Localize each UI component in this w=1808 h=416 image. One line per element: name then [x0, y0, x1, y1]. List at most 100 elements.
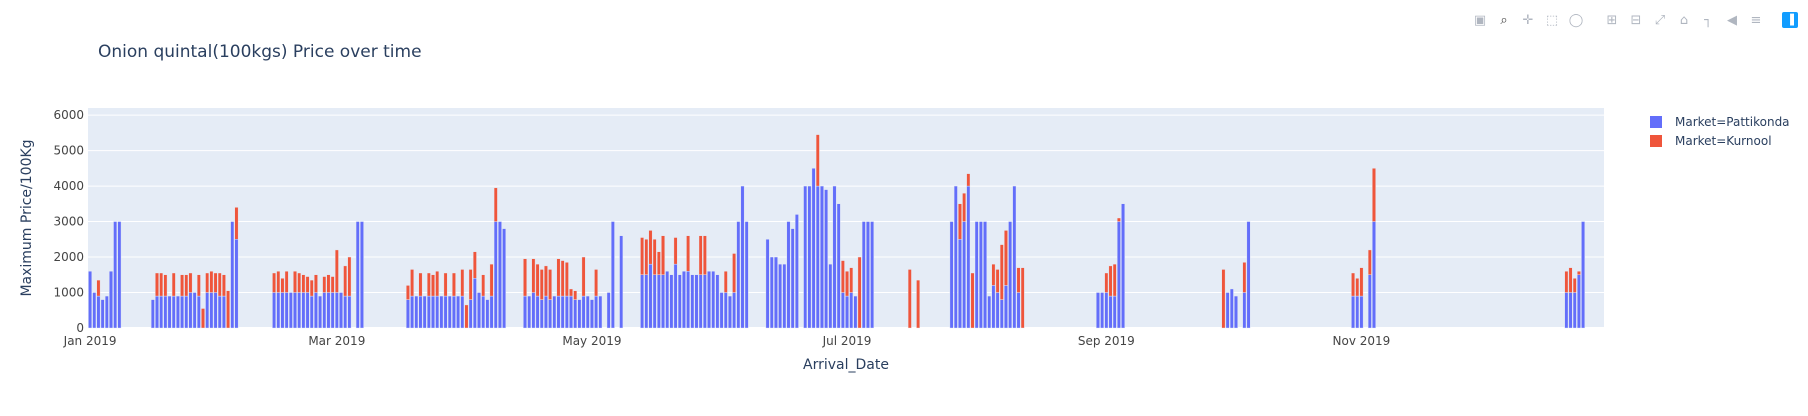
- bar-kurnool[interactable]: [1572, 278, 1577, 293]
- bar-pattikonda[interactable]: [188, 292, 193, 329]
- bar-pattikonda[interactable]: [523, 295, 527, 329]
- bar-pattikonda[interactable]: [192, 292, 197, 329]
- bar-kurnool[interactable]: [656, 251, 661, 275]
- bar-pattikonda[interactable]: [661, 274, 665, 329]
- bar-pattikonda[interactable]: [585, 295, 590, 329]
- bar-kurnool[interactable]: [857, 256, 862, 329]
- bar-pattikonda[interactable]: [180, 295, 184, 329]
- bar-pattikonda[interactable]: [1108, 295, 1113, 329]
- bar-pattikonda[interactable]: [330, 292, 335, 329]
- bar-kurnool[interactable]: [280, 278, 285, 293]
- bar-kurnool[interactable]: [916, 279, 921, 329]
- lasso-select-icon[interactable]: ◯: [1568, 12, 1584, 28]
- bar-pattikonda[interactable]: [978, 221, 983, 329]
- legend-item-label[interactable]: Market=Kurnool: [1675, 134, 1772, 148]
- bar-kurnool[interactable]: [326, 274, 331, 293]
- bar-kurnool[interactable]: [1577, 271, 1581, 275]
- bar-kurnool[interactable]: [573, 290, 578, 300]
- bar-kurnool[interactable]: [468, 269, 473, 300]
- bar-kurnool[interactable]: [1351, 272, 1355, 297]
- bar-pattikonda[interactable]: [176, 295, 180, 329]
- bar-pattikonda[interactable]: [548, 299, 552, 329]
- bar-pattikonda[interactable]: [196, 295, 201, 329]
- bar-pattikonda[interactable]: [284, 292, 289, 329]
- legend-item-label[interactable]: Market=Pattikonda: [1675, 115, 1790, 129]
- bar-pattikonda[interactable]: [230, 221, 235, 329]
- bar-pattikonda[interactable]: [222, 295, 226, 329]
- bar-pattikonda[interactable]: [100, 299, 105, 329]
- bar-pattikonda[interactable]: [728, 295, 732, 329]
- bar-pattikonda[interactable]: [418, 295, 423, 329]
- bar-pattikonda[interactable]: [163, 295, 168, 329]
- hover-compare-icon[interactable]: ≡: [1750, 12, 1762, 28]
- bar-pattikonda[interactable]: [552, 295, 557, 329]
- bar-pattikonda[interactable]: [648, 263, 653, 329]
- bar-pattikonda[interactable]: [732, 292, 737, 329]
- bar-kurnool[interactable]: [544, 265, 548, 297]
- bar-pattikonda[interactable]: [431, 295, 435, 329]
- bar-pattikonda[interactable]: [439, 295, 444, 329]
- bar-pattikonda[interactable]: [305, 292, 310, 329]
- bar-kurnool[interactable]: [272, 272, 276, 293]
- bar-pattikonda[interactable]: [744, 221, 749, 329]
- bar-kurnool[interactable]: [464, 304, 469, 329]
- bar-kurnool[interactable]: [523, 258, 527, 297]
- bar-pattikonda[interactable]: [280, 292, 285, 329]
- bar-kurnool[interactable]: [556, 258, 561, 297]
- bar-kurnool[interactable]: [276, 271, 281, 293]
- bar-kurnool[interactable]: [640, 237, 644, 275]
- bar-pattikonda[interactable]: [590, 299, 594, 329]
- bar-pattikonda[interactable]: [288, 292, 293, 329]
- bar-pattikonda[interactable]: [113, 221, 118, 329]
- bar-kurnool[interactable]: [410, 269, 414, 297]
- bar-kurnool[interactable]: [180, 274, 184, 297]
- bar-kurnool[interactable]: [1355, 278, 1360, 297]
- bar-kurnool[interactable]: [661, 235, 665, 275]
- bar-kurnool[interactable]: [489, 263, 494, 297]
- bar-kurnool[interactable]: [648, 230, 653, 265]
- bar-pattikonda[interactable]: [493, 221, 498, 329]
- bar-pattikonda[interactable]: [966, 185, 971, 329]
- bar-pattikonda[interactable]: [778, 263, 783, 329]
- bar-pattikonda[interactable]: [995, 292, 1000, 329]
- zoom-in-icon[interactable]: ⊞: [1606, 12, 1618, 28]
- bar-pattikonda[interactable]: [594, 295, 598, 329]
- bar-kurnool[interactable]: [435, 271, 440, 297]
- bar-kurnool[interactable]: [347, 256, 352, 297]
- bar-pattikonda[interactable]: [355, 221, 360, 329]
- bar-pattikonda[interactable]: [769, 256, 774, 329]
- bar-pattikonda[interactable]: [1367, 274, 1372, 329]
- bar-pattikonda[interactable]: [740, 185, 745, 329]
- bar-pattikonda[interactable]: [96, 295, 101, 329]
- bar-kurnool[interactable]: [322, 276, 327, 293]
- bar-kurnool[interactable]: [297, 272, 302, 293]
- bar-pattikonda[interactable]: [360, 221, 364, 329]
- plotly-logo-icon[interactable]: ▐: [1782, 12, 1798, 28]
- bar-kurnool[interactable]: [1020, 267, 1025, 329]
- bar-pattikonda[interactable]: [673, 263, 678, 329]
- bar-pattikonda[interactable]: [314, 292, 318, 329]
- bar-kurnool[interactable]: [406, 285, 410, 300]
- bar-kurnool[interactable]: [702, 235, 707, 275]
- bar-pattikonda[interactable]: [853, 295, 858, 329]
- bar-pattikonda[interactable]: [1121, 203, 1125, 329]
- pan-icon[interactable]: ✛: [1522, 12, 1534, 28]
- bar-pattikonda[interactable]: [117, 221, 122, 329]
- bar-kurnool[interactable]: [431, 274, 435, 297]
- bar-pattikonda[interactable]: [1008, 221, 1013, 329]
- bar-pattikonda[interactable]: [544, 295, 548, 329]
- bar-pattikonda[interactable]: [1225, 292, 1230, 329]
- bar-pattikonda[interactable]: [276, 292, 281, 329]
- bar-pattikonda[interactable]: [652, 274, 657, 329]
- bar-pattikonda[interactable]: [155, 295, 159, 329]
- bar-kurnool[interactable]: [907, 269, 912, 329]
- bar-pattikonda[interactable]: [171, 295, 176, 329]
- bar-kurnool[interactable]: [564, 262, 569, 297]
- bar-kurnool[interactable]: [201, 308, 205, 329]
- bar-pattikonda[interactable]: [581, 295, 586, 329]
- bar-pattikonda[interactable]: [1234, 295, 1238, 329]
- bar-kurnool[interactable]: [581, 256, 586, 297]
- bar-pattikonda[interactable]: [1012, 185, 1017, 329]
- bar-pattikonda[interactable]: [598, 295, 603, 329]
- bar-pattikonda[interactable]: [690, 274, 695, 329]
